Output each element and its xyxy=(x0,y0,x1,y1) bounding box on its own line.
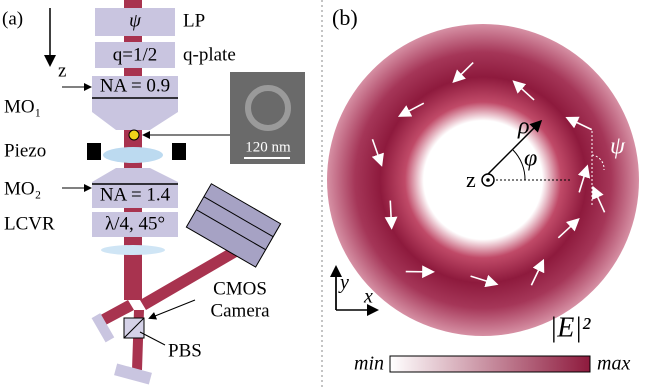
axis-label: z xyxy=(58,60,66,81)
z-symbol xyxy=(486,178,490,182)
sample xyxy=(103,147,163,163)
piezo-block xyxy=(172,143,186,160)
y-label: y xyxy=(338,272,349,294)
colorbar xyxy=(390,356,590,372)
panel-a: 120 nm (a) z ψ LP q=1/2 q-plate NA = 0.9… xyxy=(2,0,305,384)
mo2-name: MO₂ xyxy=(4,178,41,199)
rho-label: ρ xyxy=(517,114,530,140)
colorbar-min: min xyxy=(354,353,384,375)
qplate-name: q-plate xyxy=(183,44,236,65)
field-label: |E|² xyxy=(550,312,591,343)
x-label: x xyxy=(363,286,373,308)
camera-label: Camera xyxy=(210,300,270,321)
lcvr-setting: λ/4, 45° xyxy=(105,213,165,234)
colorbar-max: max xyxy=(597,353,630,375)
lp-name: LP xyxy=(183,10,205,31)
qplate-symbol: q=1/2 xyxy=(113,44,158,65)
mo1-name: MO₁ xyxy=(4,96,41,117)
particle xyxy=(129,130,139,140)
na-label: NA = 1.4 xyxy=(100,184,171,205)
panel-label: (b) xyxy=(332,5,358,30)
camera xyxy=(186,184,280,267)
na-label: NA = 0.9 xyxy=(100,75,170,96)
lcvr-name: LCVR xyxy=(4,213,55,234)
piezo-label: Piezo xyxy=(4,140,46,161)
lp-symbol: ψ xyxy=(129,10,142,31)
figure: 120 nm (a) z ψ LP q=1/2 q-plate NA = 0.9… xyxy=(0,0,646,389)
lens xyxy=(101,245,165,255)
pbs-label: PBS xyxy=(168,340,202,361)
piezo-block xyxy=(87,143,101,160)
panel-b: (b) ρ φ ψ z y x |E|² min max xyxy=(327,5,639,375)
z-label: z xyxy=(466,167,476,192)
psi-label: ψ xyxy=(610,134,626,160)
phi-label: φ xyxy=(524,146,537,172)
camera-label: CMOS xyxy=(213,278,267,299)
panel-label: (a) xyxy=(2,8,23,29)
scale-label: 120 nm xyxy=(245,139,291,155)
